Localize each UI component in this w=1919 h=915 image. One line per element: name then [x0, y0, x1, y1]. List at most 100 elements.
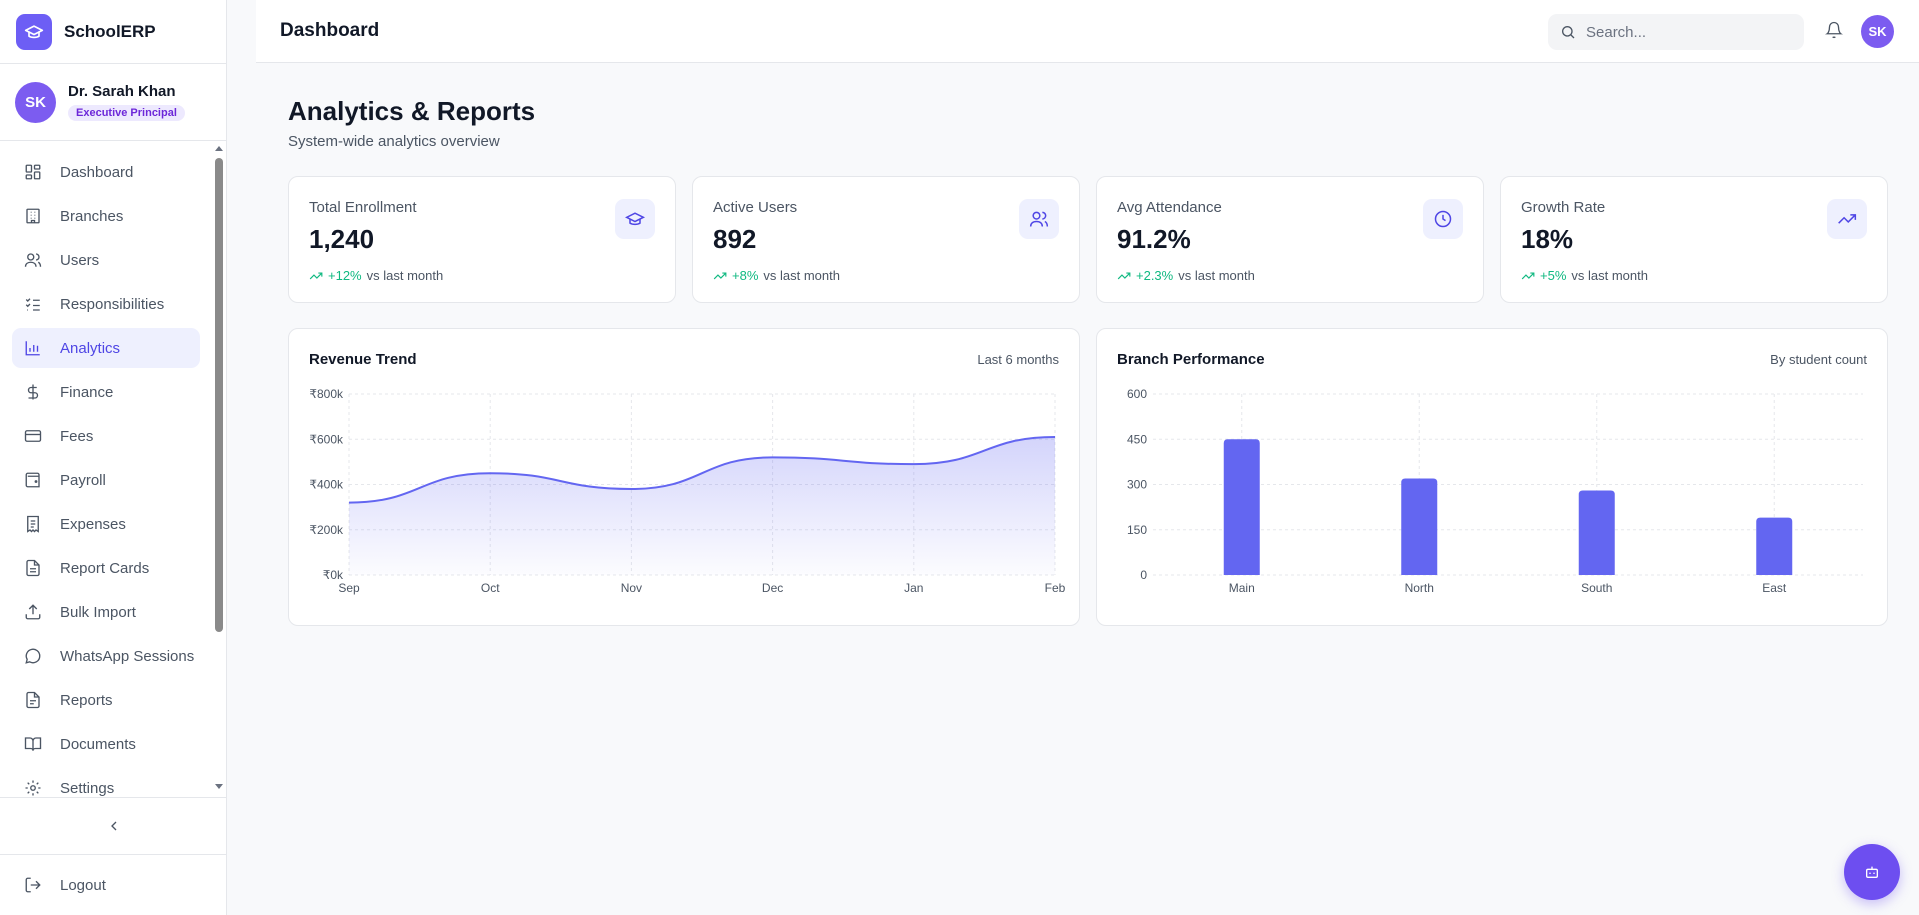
- sidebar-item-fees[interactable]: Fees: [12, 416, 200, 456]
- sidebar-item-label: WhatsApp Sessions: [60, 647, 195, 665]
- stat-value: 892: [713, 224, 757, 254]
- x-tick-label: Feb: [1045, 581, 1066, 595]
- sidebar-item-expenses[interactable]: Expenses: [12, 504, 200, 544]
- page-title: Analytics & Reports: [288, 96, 536, 126]
- sidebar-nav: Dashboard Branches Users Responsibilitie…: [0, 142, 212, 797]
- trending-up-icon: [1117, 272, 1131, 279]
- sidebar-scrollbar[interactable]: [212, 142, 226, 797]
- logout-icon: [25, 877, 41, 893]
- sidebar-item-reports[interactable]: Reports: [12, 680, 200, 720]
- users-icon: [1019, 199, 1059, 239]
- sidebar-item-branches[interactable]: Branches: [12, 196, 200, 236]
- clock-icon: [1423, 199, 1463, 239]
- user-avatar-button[interactable]: SK: [1861, 15, 1894, 48]
- sidebar-item-whatsapp-sessions[interactable]: WhatsApp Sessions: [12, 636, 200, 676]
- stat-card-avg-attendance: Avg Attendance 91.2% +2.3% vs last month: [1096, 176, 1484, 303]
- sidebar-item-label: Settings: [60, 779, 115, 797]
- stat-card-active-users: Active Users 892 +8% vs last month: [692, 176, 1080, 303]
- sidebar-item-label: Analytics: [60, 339, 121, 357]
- sidebar-item-label: Expenses: [60, 515, 126, 533]
- sidebar-item-label: Reports: [60, 691, 113, 709]
- sidebar-item-users[interactable]: Users: [12, 240, 200, 280]
- sidebar-item-payroll[interactable]: Payroll: [12, 460, 200, 500]
- bar: [1756, 517, 1793, 575]
- sidebar-item-responsibilities[interactable]: Responsibilities: [12, 284, 200, 324]
- y-tick-label: ₹200k: [309, 523, 344, 537]
- file-text-icon: [26, 559, 40, 577]
- y-tick-label: 0: [1140, 568, 1147, 582]
- file-icon: [26, 691, 40, 709]
- collapse-sidebar-button[interactable]: [0, 797, 227, 854]
- trending-up-icon: [309, 272, 323, 279]
- credit-card-icon: [24, 430, 42, 442]
- stat-delta: +12%: [328, 268, 362, 283]
- stat-trend: +8% vs last month: [713, 268, 840, 283]
- bot-icon: [1866, 866, 1878, 878]
- sidebar-item-label: Documents: [60, 735, 136, 753]
- search-box[interactable]: [1548, 14, 1804, 50]
- sidebar-item-report-cards[interactable]: Report Cards: [12, 548, 200, 588]
- sidebar: SchoolERP SK Dr. Sarah Khan Executive Pr…: [0, 0, 227, 915]
- stat-delta: +2.3%: [1136, 268, 1174, 283]
- user-profile[interactable]: SK Dr. Sarah Khan Executive Principal: [0, 64, 226, 141]
- chart-title: Branch Performance: [1117, 351, 1265, 368]
- stat-value: 91.2%: [1117, 224, 1191, 254]
- bell-icon: [1825, 21, 1843, 39]
- stat-trend: +5% vs last month: [1521, 268, 1648, 283]
- wallet-icon: [25, 472, 40, 488]
- y-tick-label: 600: [1127, 387, 1147, 401]
- graduation-cap-icon: [16, 13, 52, 50]
- chart-period: Last 6 months: [977, 352, 1059, 367]
- stat-delta-suffix: vs last month: [763, 268, 840, 283]
- trending-up-icon: [713, 272, 727, 279]
- stat-label: Total Enrollment: [309, 199, 417, 216]
- y-tick-label: ₹800k: [309, 387, 344, 401]
- list-checks-icon: [25, 298, 40, 311]
- scroll-down-arrow-icon[interactable]: [215, 784, 223, 789]
- sidebar-item-label: Finance: [60, 383, 114, 401]
- book-icon: [24, 737, 42, 751]
- stat-value: 1,240: [309, 224, 375, 254]
- sidebar-item-label: Branches: [60, 207, 124, 225]
- receipt-icon: [27, 515, 39, 533]
- search-input[interactable]: [1586, 23, 1786, 41]
- notifications-button[interactable]: [1825, 21, 1843, 44]
- logout-button[interactable]: Logout: [0, 854, 227, 915]
- y-tick-label: 150: [1127, 523, 1147, 537]
- sidebar-item-label: Report Cards: [60, 559, 150, 577]
- stat-delta-suffix: vs last month: [366, 268, 444, 283]
- scroll-thumb[interactable]: [215, 158, 223, 632]
- upload-icon: [25, 604, 41, 620]
- x-tick-label: East: [1762, 581, 1787, 595]
- branch-performance-card: Branch Performance By student count 0 150…: [1096, 328, 1888, 626]
- sidebar-item-label: Responsibilities: [60, 295, 165, 313]
- stat-label: Avg Attendance: [1117, 199, 1222, 216]
- stat-card-growth-rate: Growth Rate 18% +5% vs last month: [1500, 176, 1888, 303]
- chart-title: Revenue Trend: [309, 351, 417, 368]
- assistant-bot-button[interactable]: [1844, 844, 1900, 900]
- sidebar-item-documents[interactable]: Documents: [12, 724, 200, 764]
- building-icon: [26, 208, 40, 224]
- sidebar-item-dashboard[interactable]: Dashboard: [12, 152, 200, 192]
- stat-label: Growth Rate: [1521, 199, 1606, 216]
- y-tick-label: ₹0k: [323, 568, 344, 582]
- revenue-line: [348, 435, 1056, 504]
- scroll-up-arrow-icon[interactable]: [215, 146, 223, 151]
- x-tick-label: South: [1581, 581, 1612, 595]
- sidebar-item-settings[interactable]: Settings: [12, 768, 200, 797]
- revenue-trend-chart: ₹0k ₹200k ₹400k ₹600k ₹800k Sep Oct Nov Dec Jan Fe…: [309, 387, 1066, 595]
- sidebar-item-bulk-import[interactable]: Bulk Import: [12, 592, 200, 632]
- y-tick-label: 450: [1127, 432, 1147, 446]
- y-tick-label: ₹600k: [309, 432, 344, 446]
- brand[interactable]: SchoolERP: [0, 0, 226, 64]
- branch-performance-chart: 0 150 300 450 600 Main North South East: [1127, 387, 1863, 595]
- trending-up-icon: [1827, 199, 1867, 239]
- x-tick-label: Sep: [338, 581, 360, 595]
- revenue-trend-card: Revenue Trend Last 6 months ₹0k ₹200k ₹400…: [288, 328, 1080, 626]
- sidebar-item-finance[interactable]: Finance: [12, 372, 200, 412]
- revenue-area: [349, 436, 1055, 575]
- graduation-cap-icon: [615, 199, 655, 239]
- chart-subtitle: By student count: [1770, 352, 1867, 367]
- sidebar-item-analytics[interactable]: Analytics: [12, 328, 200, 368]
- stat-delta: +5%: [1540, 268, 1567, 283]
